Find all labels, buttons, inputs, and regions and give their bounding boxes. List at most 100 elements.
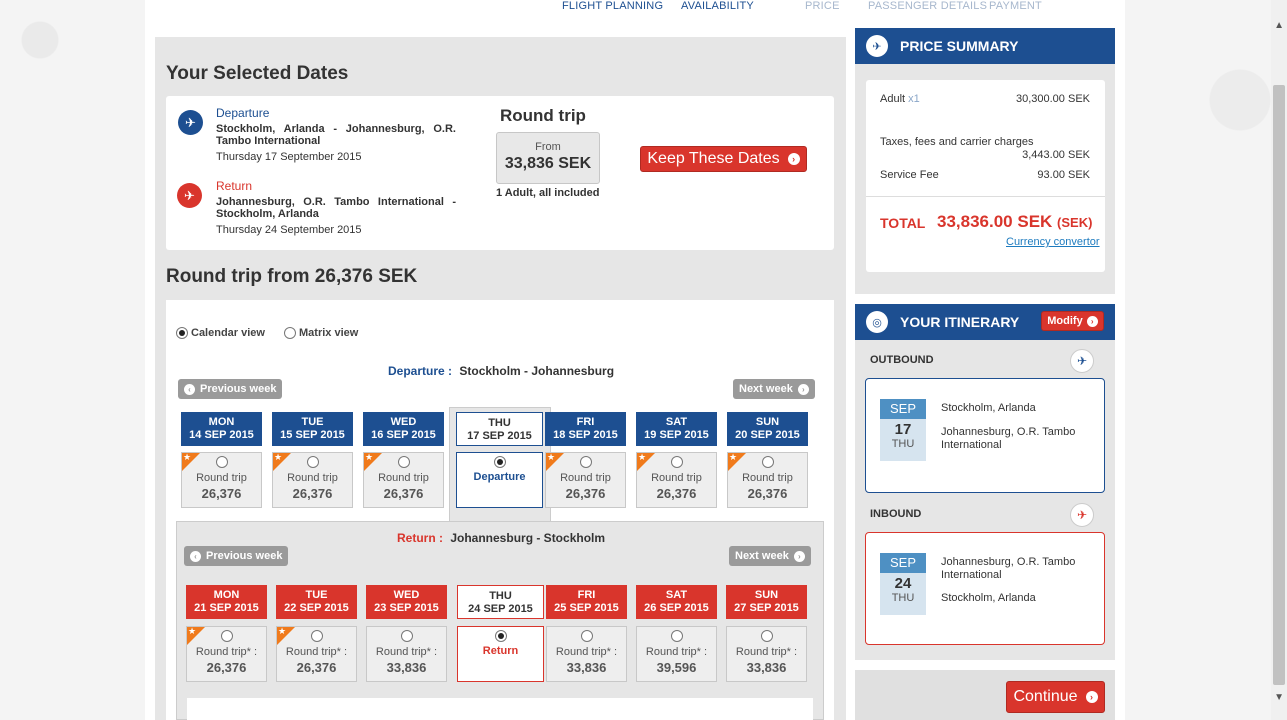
fare-radio[interactable] (761, 456, 774, 468)
fare-radio[interactable] (579, 456, 592, 468)
calendar-view-option[interactable]: Calendar view (176, 327, 265, 339)
total-value: 33,836.00 SEK (SEK) (937, 212, 1092, 232)
departure-day-cell[interactable]: Round trip 26,376 (545, 452, 626, 508)
day-date: 27 SEP 2015 (734, 602, 799, 614)
outbound-month: SEP (880, 399, 926, 419)
departure-day-header[interactable]: MON 14 SEP 2015 (181, 412, 262, 446)
departure-day-cell[interactable]: Round trip 26,376 (363, 452, 444, 508)
fare-radio[interactable] (670, 456, 683, 468)
departure-day-header[interactable]: SUN 20 SEP 2015 (727, 412, 808, 446)
matrix-view-option[interactable]: Matrix view (284, 327, 358, 339)
inbound-day: 24 (894, 575, 912, 592)
selected-day-label: Departure (473, 471, 526, 483)
departure-next-week-button[interactable]: Next week › (733, 379, 815, 399)
departure-route: Stockholm, Arlanda - Johannesburg, O.R. … (216, 123, 456, 147)
keep-dates-button[interactable]: Keep These Dates › (640, 146, 807, 172)
fare-radio[interactable] (670, 630, 683, 642)
return-day-header[interactable]: SAT 26 SEP 2015 (636, 585, 717, 619)
return-previous-week-button[interactable]: ‹ Previous week (184, 546, 289, 566)
return-day-header[interactable]: FRI 25 SEP 2015 (546, 585, 627, 619)
return-day-cell[interactable]: Round trip* : 39,596 (636, 626, 717, 682)
next-week-label: Next week (735, 550, 789, 562)
departure-day-header[interactable]: TUE 15 SEP 2015 (272, 412, 353, 446)
step-price: PRICE (805, 0, 840, 12)
return-day-header[interactable]: TUE 22 SEP 2015 (276, 585, 357, 619)
fare-type: Round trip* : (285, 646, 348, 658)
ticket-icon: ✈ (866, 35, 888, 57)
departure-day-header[interactable]: SAT 19 SEP 2015 (636, 412, 717, 446)
departure-day-header[interactable]: WED 16 SEP 2015 (363, 412, 444, 446)
itinerary-header: ◎ YOUR ITINERARY (855, 304, 1115, 340)
day-of-week: SUN (755, 416, 780, 428)
return-day-cell[interactable]: Round trip* : 33,836 (726, 626, 807, 682)
day-of-week: WED (393, 589, 420, 601)
passenger-note: 1 Adult, all included (496, 187, 600, 199)
star-icon (637, 452, 655, 471)
currency-convertor-link[interactable]: Currency convertor (1006, 236, 1100, 248)
fare-radio[interactable] (493, 456, 506, 468)
matrix-view-label: Matrix view (299, 327, 359, 339)
return-plane-icon: ✈ (177, 183, 202, 208)
fare-type: Round trip (287, 472, 338, 484)
fare-radio[interactable] (310, 630, 323, 642)
day-date: 26 SEP 2015 (644, 602, 709, 614)
departure-plane-icon: ✈ (178, 110, 203, 135)
departure-direction-label: Departure : (388, 364, 453, 378)
service-fee-label: Service Fee (880, 169, 939, 181)
selected-dates-title: Your Selected Dates (166, 63, 349, 84)
fare-radio[interactable] (220, 630, 233, 642)
matrix-view-radio[interactable] (284, 327, 296, 339)
day-date: 25 SEP 2015 (554, 602, 619, 614)
fare-radio[interactable] (306, 456, 319, 468)
star-icon (728, 452, 746, 471)
chevron-left-icon: ‹ (190, 550, 201, 562)
step-flight-planning[interactable]: FLIGHT PLANNING (562, 0, 664, 12)
step-availability[interactable]: AVAILABILITY (681, 0, 754, 12)
return-day-cell[interactable]: Round trip* : 26,376 (276, 626, 357, 682)
modify-itinerary-button[interactable]: Modify › (1041, 311, 1104, 331)
return-day-cell[interactable]: Round trip* : 26,376 (186, 626, 267, 682)
return-day-header[interactable]: WED 23 SEP 2015 (366, 585, 447, 619)
fare-radio[interactable] (400, 630, 413, 642)
day-of-week: TUE (305, 589, 328, 601)
adult-fare-label: Adult x1 (880, 93, 920, 105)
scrollbar-thumb[interactable] (1273, 85, 1285, 685)
return-day-header[interactable]: SUN 27 SEP 2015 (726, 585, 807, 619)
outbound-to: Johannesburg, O.R. Tambo International (941, 426, 1076, 451)
fare-price: 26,376 (206, 660, 247, 675)
return-next-week-button[interactable]: Next week › (729, 546, 811, 566)
departure-day-cell[interactable]: Round trip 26,376 (272, 452, 353, 508)
return-direction-route: Johannesburg - Stockholm (450, 531, 606, 545)
return-day-cell[interactable]: Round trip* : 33,836 (546, 626, 627, 682)
return-day-header[interactable]: THU 24 SEP 2015 (457, 585, 544, 619)
departure-day-header[interactable]: THU 17 SEP 2015 (456, 412, 543, 446)
scroll-down-icon[interactable]: ▼ (1274, 692, 1284, 703)
outbound-date-badge: SEP 17 THU (880, 399, 926, 461)
day-date: 15 SEP 2015 (280, 429, 345, 441)
return-day-cell[interactable]: Round trip* : 33,836 (366, 626, 447, 682)
scroll-up-icon[interactable]: ▲ (1274, 20, 1284, 31)
fare-radio[interactable] (397, 456, 410, 468)
calendar-view-radio[interactable] (176, 327, 188, 339)
page-scrollbar[interactable]: ▲ ▼ (1271, 0, 1287, 720)
fare-radio[interactable] (580, 630, 593, 642)
outbound-from: Stockholm, Arlanda (941, 402, 1036, 414)
departure-previous-week-button[interactable]: ‹ Previous week (178, 379, 283, 399)
day-of-week: SAT (665, 589, 688, 601)
departure-day-cell[interactable]: Round trip 26,376 (636, 452, 717, 508)
continue-button[interactable]: Continue › (1006, 681, 1105, 713)
fare-radio[interactable] (760, 630, 773, 642)
star-icon (546, 452, 564, 471)
selected-day-label: Return (482, 645, 519, 657)
return-day-header[interactable]: MON 21 SEP 2015 (186, 585, 267, 619)
fare-radio[interactable] (494, 630, 507, 642)
return-day-cell[interactable]: Return (457, 626, 544, 682)
return-direction: Return : Johannesburg - Stockholm (397, 531, 605, 545)
departure-day-cell[interactable]: Departure (456, 452, 543, 508)
departure-day-cell[interactable]: Round trip 26,376 (181, 452, 262, 508)
departure-day-cell[interactable]: Round trip 26,376 (727, 452, 808, 508)
return-label: Return (216, 179, 253, 193)
from-label: From (535, 141, 561, 153)
departure-day-header[interactable]: FRI 18 SEP 2015 (545, 412, 626, 446)
fare-radio[interactable] (215, 456, 228, 468)
